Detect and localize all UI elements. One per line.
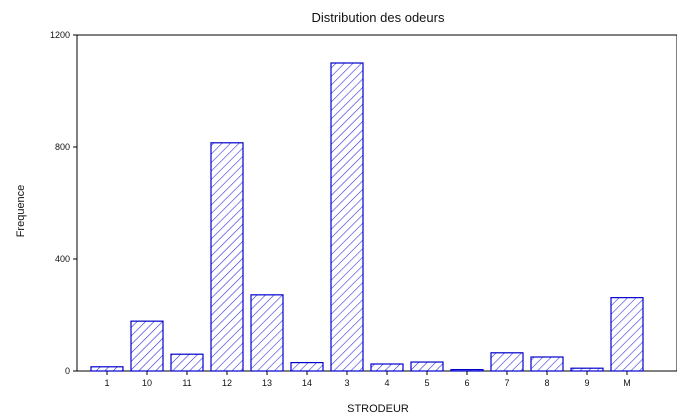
bar-14	[290, 362, 324, 372]
bar-6	[450, 369, 484, 372]
x-tick-label: 4	[384, 378, 389, 388]
plot-area	[76, 34, 677, 372]
y-axis-label: Frequence	[15, 185, 27, 238]
bar-13	[250, 294, 284, 372]
bars-layer	[90, 62, 644, 372]
y-axis: 0 400 800 1200	[50, 30, 77, 376]
y-tick-label: 400	[55, 254, 70, 264]
x-tick-label: M	[623, 378, 631, 388]
x-tick-label: 6	[464, 378, 469, 388]
bar-10	[130, 320, 164, 372]
bar-M	[610, 297, 644, 372]
x-tick-label: 5	[424, 378, 429, 388]
bar-11	[170, 353, 204, 372]
bar-5	[410, 361, 444, 372]
y-tick-label: 1200	[50, 30, 70, 40]
bar-4	[370, 363, 404, 372]
x-tick-label: 12	[222, 378, 232, 388]
x-tick-label: 9	[584, 378, 589, 388]
bar-1	[90, 366, 124, 372]
x-tick-label: 7	[504, 378, 509, 388]
y-tick-label: 0	[65, 366, 70, 376]
bar-12	[210, 142, 244, 372]
bar-3	[330, 62, 364, 372]
x-tick-label: 8	[544, 378, 549, 388]
x-tick-label: 13	[262, 378, 272, 388]
x-tick-label: 14	[302, 378, 312, 388]
bar-8	[530, 356, 564, 372]
y-tick-label: 800	[55, 142, 70, 152]
x-tick-label: 1	[104, 378, 109, 388]
x-axis-label: STRODEUR	[347, 403, 409, 415]
chart-title: Distribution des odeurs	[312, 10, 445, 25]
x-tick-label: 10	[142, 378, 152, 388]
bar-7	[490, 352, 524, 372]
x-tick-label: 11	[182, 378, 191, 388]
x-tick-label: 3	[344, 378, 349, 388]
x-axis: 1 10 11 12 13 14 3 4 5 6 7 8 9 M	[104, 371, 631, 388]
bar-9	[570, 367, 604, 372]
